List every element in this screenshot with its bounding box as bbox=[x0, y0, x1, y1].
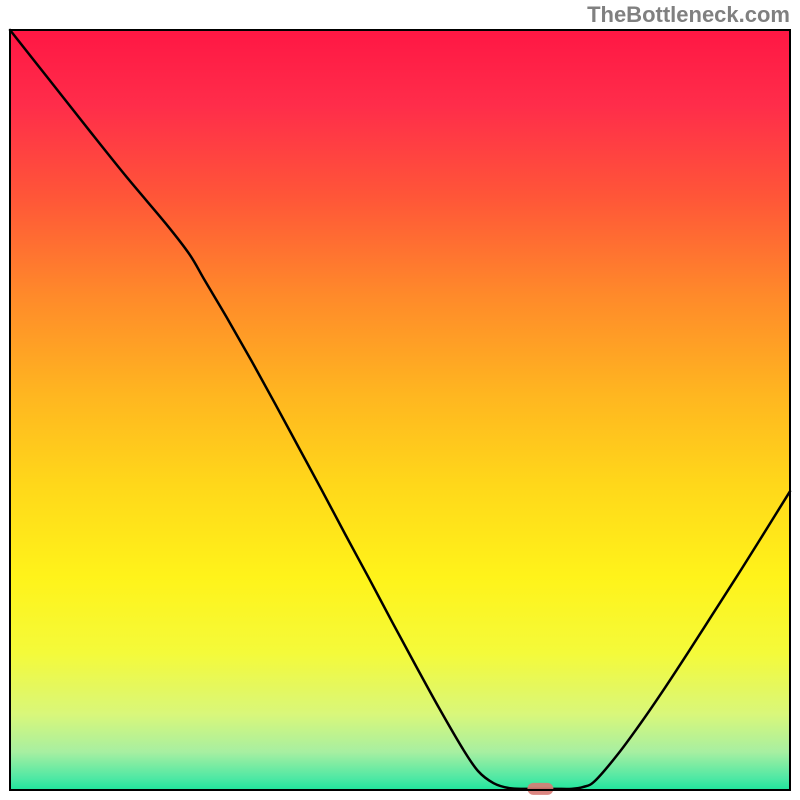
bottleneck-chart bbox=[0, 0, 800, 800]
optimum-marker bbox=[527, 783, 553, 795]
chart-container: TheBottleneck.com bbox=[0, 0, 800, 800]
